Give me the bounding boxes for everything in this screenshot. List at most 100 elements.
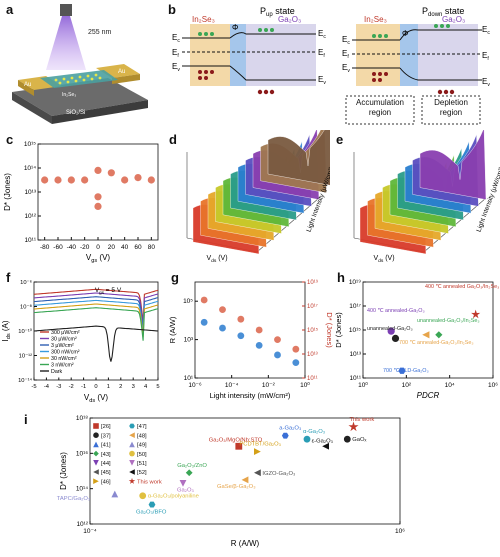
- pup-ev-label: Ev: [172, 62, 180, 73]
- chart-d-3d-surface: Vds (V)Light Intensity (μW/cm²)D* (Jones…: [186, 113, 339, 264]
- substrate-label: SiO₂/Si: [66, 110, 85, 116]
- legend-marker: [129, 450, 135, 457]
- r-data-point: [255, 341, 263, 349]
- panel-g: g 10⁻⁶ 10⁻⁴ 10⁻² 10⁰ 10¹ 10³ 10⁵ 10¹¹ 10¹³ 10¹⁵ 10…: [165, 268, 334, 408]
- panel-label-d: d: [169, 132, 177, 147]
- x-tick-label: -60: [53, 244, 63, 251]
- legend-label: 300 μW/cm²: [51, 330, 80, 336]
- pup-ef-right-label: Ef: [318, 48, 325, 59]
- point-label: ε-Ga₂O₃: [312, 438, 334, 444]
- pdown-electrons: [372, 24, 450, 38]
- legend-marker: [93, 432, 99, 438]
- legend-label: [49]: [137, 443, 147, 449]
- legend-label: 30 nW/cm²: [51, 356, 77, 362]
- panel-label-c: c: [6, 132, 14, 147]
- x-tick-label: -5: [31, 384, 36, 390]
- iv-curve: [34, 303, 159, 338]
- legend-marker: [128, 477, 136, 484]
- point-label: GaSe/β-Ga₂O₃: [217, 484, 256, 490]
- panel-b: b Pup state In₂Se₃ Ga₂O₃ Ec Ef Ev Ec Ef …: [160, 0, 500, 128]
- x-tick-label: 10⁴: [445, 382, 455, 389]
- lattice-dots: [54, 73, 102, 85]
- y-tick-label: 10³: [184, 337, 194, 344]
- legend-label: [44]: [101, 461, 111, 467]
- iv-curve: [33, 307, 159, 341]
- pup-ga2o3-label: Ga₂O₃: [278, 15, 301, 24]
- panel-h: h 10⁰ 10² 10⁴ 10⁶ 10¹¹ 10¹³ 10¹⁵ 10¹⁷ 10¹⁹ 400 ℃ …: [333, 268, 500, 408]
- x-axis-label: Vgs (V): [86, 253, 110, 264]
- pdown-ef-label: Ef: [342, 49, 349, 60]
- y-axis-label: D* (Jones): [59, 452, 68, 490]
- pup-ef-label: Ef: [172, 48, 179, 59]
- legend-label: 30 μW/cm²: [51, 337, 77, 343]
- plot-frame: [194, 281, 306, 379]
- light-source: [60, 4, 72, 16]
- pdown-state-title: Pdown state: [422, 6, 464, 18]
- legend-label: [47]: [137, 424, 147, 430]
- legend-marker: [129, 432, 135, 438]
- data-point: [139, 492, 147, 500]
- point-label: This work: [350, 417, 375, 423]
- panel-label-b: b: [168, 2, 176, 17]
- y-tick-label: 10⁻¹²: [19, 354, 32, 360]
- data-point: [41, 176, 49, 184]
- x-tick-label: 10⁻⁶: [188, 382, 202, 389]
- data-point: [111, 490, 119, 498]
- detectivity-data-point: [200, 296, 208, 304]
- panel-label-a: a: [6, 2, 14, 17]
- x-tick-label: 10²: [402, 382, 412, 389]
- detectivity-data-point: [219, 306, 226, 313]
- detectivity-data-point: [274, 336, 281, 343]
- legend-marker: [129, 423, 135, 429]
- data-point: [422, 331, 430, 339]
- x-axis-label: Vds (V): [373, 255, 394, 264]
- data-point: [81, 176, 89, 184]
- x-tick-label: 0: [94, 384, 97, 390]
- y-tick-label: 10¹⁶: [76, 450, 88, 457]
- x-tick-label: 0: [96, 244, 100, 251]
- point-label: α-Ga₂O₃: [303, 429, 326, 435]
- r-data-point: [274, 351, 281, 359]
- x-tick-label: -20: [80, 244, 90, 251]
- point-label: a-Ga₂O₃: [279, 426, 302, 432]
- pup-ec-right-label: Ec: [318, 29, 326, 40]
- legend-label: Dark: [51, 369, 63, 375]
- data-point: [254, 448, 261, 455]
- data-point: [134, 174, 142, 182]
- y-right-tick-label: 10¹⁹: [307, 279, 319, 286]
- pup-holes: [198, 70, 275, 95]
- point-label: 400 ℃ annealed-Ga₂O₃: [367, 308, 425, 314]
- x-tick-label: 20: [108, 244, 116, 251]
- legend-label: [46]: [101, 479, 111, 485]
- x-axis-label: Light intensity (mW/cm²): [210, 391, 291, 400]
- x-tick-label: 5: [156, 384, 159, 390]
- y-right-tick-label: 10¹⁵: [307, 327, 319, 334]
- legend-label: [43]: [101, 452, 111, 458]
- legend-marker: [129, 460, 135, 466]
- pdown-ga2o3-label: Ga₂O₃: [442, 15, 465, 24]
- x-tick-label: 10⁶: [488, 382, 498, 389]
- data-point: [107, 169, 115, 177]
- pdown-phi-label: Φ: [402, 29, 408, 38]
- legend-label: [37]: [101, 433, 111, 439]
- pdown-holes: [372, 72, 455, 95]
- y-tick-label: 10¹⁴: [24, 165, 36, 172]
- y-tick-label: 10¹⁴: [76, 486, 88, 493]
- x-tick-label: 40: [121, 244, 129, 251]
- chart-c: -80 -60 -40 -20 0 20 40 60 80 10¹¹ 10¹² 10¹³ 10¹⁴ 10¹…: [3, 141, 159, 264]
- y-right-tick-label: 10¹³: [307, 352, 318, 358]
- y-tick-label: 10¹⁸: [76, 415, 88, 422]
- point-label: Ga₂O₃: [177, 487, 194, 493]
- x-tick-label: 2: [119, 384, 122, 390]
- plot-frame: [37, 143, 159, 241]
- surface-slice: [419, 127, 487, 200]
- x-tick-label: -80: [40, 244, 50, 251]
- legend-marker: [129, 469, 135, 475]
- x-tick-label: 3: [132, 384, 135, 390]
- x-tick-label: 1: [107, 384, 110, 390]
- data-point: [343, 435, 351, 443]
- iv-curve: [33, 299, 159, 334]
- data-point: [147, 176, 155, 184]
- chart-e-3d-surface: Vds (V)Light Intensity (μW/cm²)D* (Jones…: [353, 127, 500, 264]
- legend-label: 300 nW/cm²: [51, 350, 80, 356]
